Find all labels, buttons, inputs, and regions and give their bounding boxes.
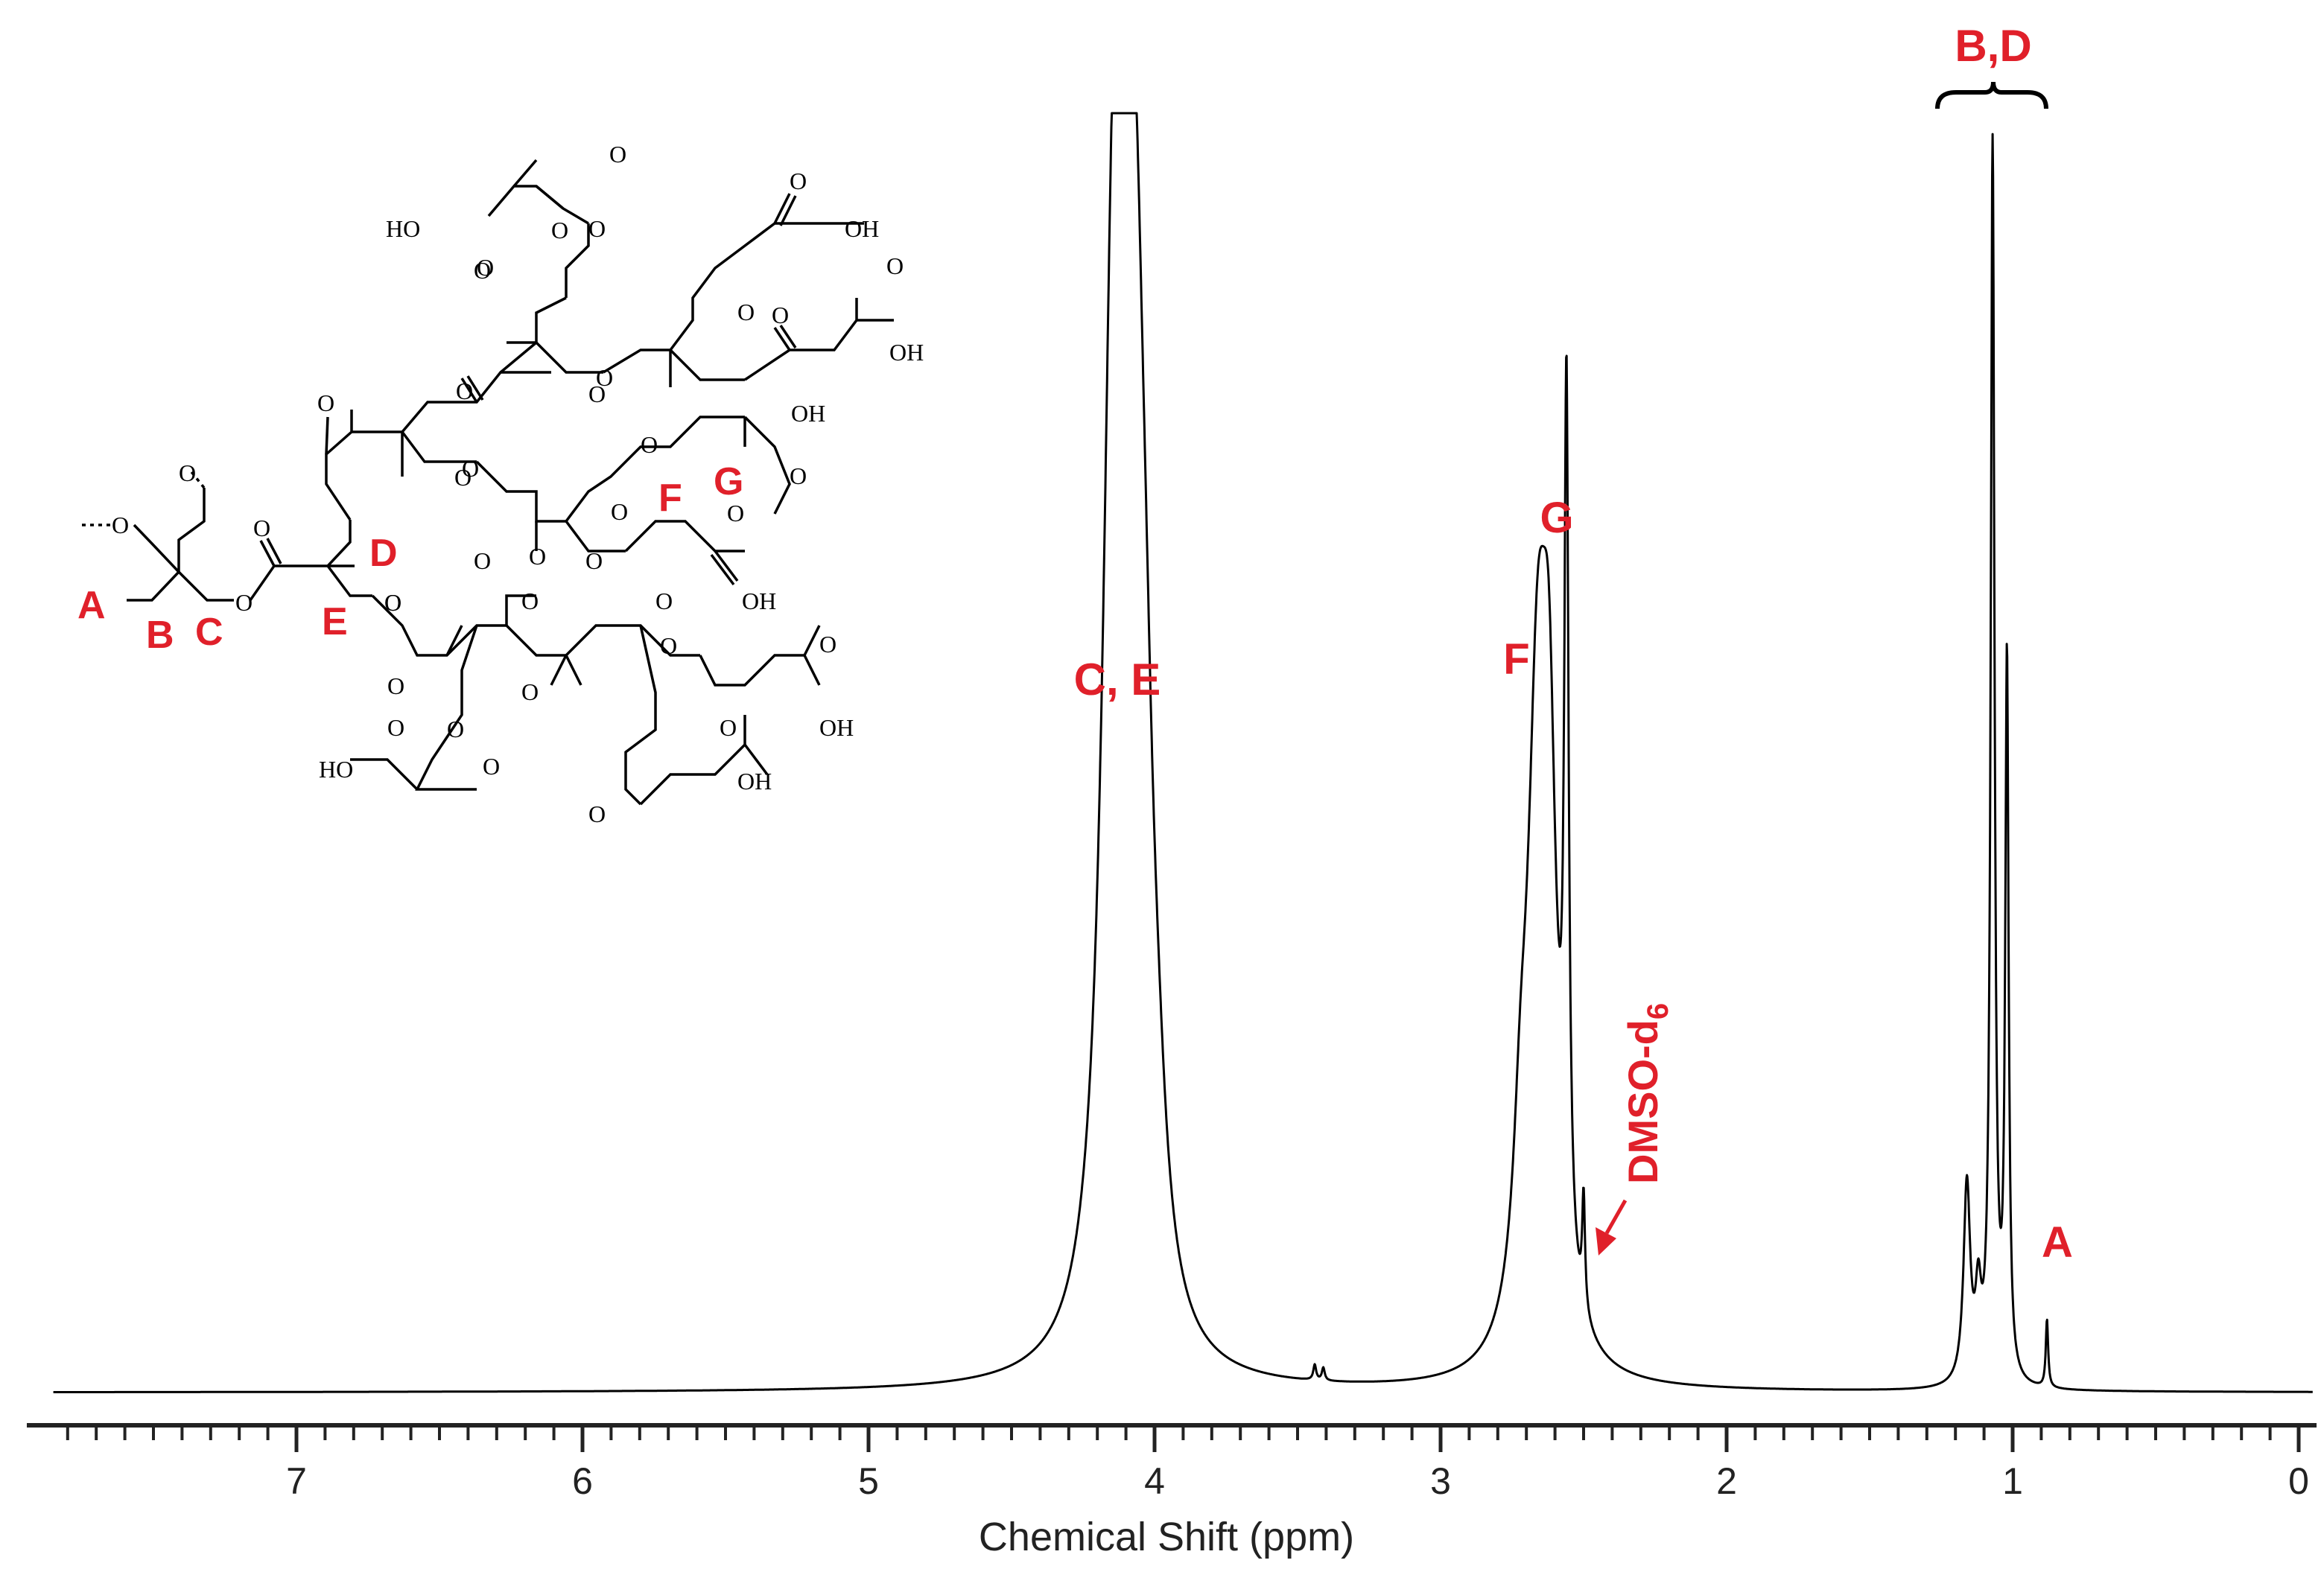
x-tick-label: 6 [572, 1460, 593, 1502]
atom-label: O [235, 589, 253, 616]
structure-position-labels: A B C D E F G [77, 460, 743, 657]
annotation-a: A [2042, 1218, 2073, 1267]
atom-label: O [317, 389, 334, 416]
atom-label: OH [889, 339, 924, 366]
x-tick-label: 2 [1716, 1460, 1737, 1502]
structure-label-b: B [146, 614, 174, 657]
atom-label: O [474, 547, 491, 574]
atom-label: O [727, 500, 744, 526]
dmso-arrow-shaft [1604, 1199, 1628, 1235]
atom-label: O [790, 168, 807, 194]
atom-label: O [112, 512, 129, 538]
annotation-c-e: C, E [1074, 655, 1161, 704]
atom-label: O [521, 678, 539, 705]
atom-label: O [588, 381, 606, 407]
atom-label: O [477, 254, 494, 281]
structure-label-e: E [322, 600, 348, 643]
structure-label-g: G [714, 460, 743, 503]
atom-label: OH [845, 215, 879, 242]
spectrum-trace [52, 112, 2314, 1393]
atom-label: O [611, 498, 628, 525]
atom-label: O [462, 455, 479, 482]
atom-label: O [521, 588, 539, 614]
atom-label: O [387, 672, 404, 699]
structure-label-c: C [195, 611, 223, 654]
atom-label: O [585, 547, 603, 574]
dmso-arrow-head [1596, 1227, 1616, 1255]
x-tick-label: 4 [1144, 1460, 1165, 1502]
bracket-b-d [1935, 81, 2048, 109]
atom-label: O [655, 588, 673, 614]
atom-label: O [253, 515, 270, 541]
atom-label: OH [819, 714, 854, 741]
annotation-b-d: B,D [1955, 21, 2031, 71]
atom-label: O [447, 716, 464, 742]
chemical-structure [77, 159, 894, 806]
atom-label: O [387, 714, 404, 741]
atom-label: O [596, 364, 613, 391]
structure-label-d: D [369, 532, 398, 575]
atom-label: O [886, 252, 904, 279]
atom-label: O [474, 257, 491, 284]
atom-label: O [551, 217, 568, 244]
atom-label: O [588, 801, 606, 827]
x-tick-labels: 7 6 5 4 3 2 1 0 [286, 1460, 2309, 1502]
atom-label: O [179, 459, 196, 486]
atom-label: HO [386, 215, 420, 242]
atom-label: HO [319, 756, 353, 783]
atom-label: O [456, 378, 473, 404]
structure-atom-labels: O O O O O O O O O O O O HO O O OH O O O … [112, 141, 924, 827]
atom-label: OH [742, 588, 776, 614]
atom-label: O [588, 215, 606, 242]
atom-label: O [384, 589, 401, 616]
x-tick-label: 1 [2002, 1460, 2023, 1502]
atom-label: OH [791, 400, 825, 427]
atom-label: O [641, 431, 658, 458]
atom-label: O [772, 302, 789, 328]
x-tick-label: 3 [1430, 1460, 1451, 1502]
atom-label: OH [737, 768, 772, 795]
x-axis-title: Chemical Shift (ppm) [979, 1515, 1354, 1559]
structure-label-f: F [658, 477, 682, 520]
structure-label-a: A [77, 584, 106, 627]
peak-annotations: C, E F G DMSO-d6 B,D A [1074, 21, 2073, 1267]
x-tick-label: 0 [2288, 1460, 2309, 1502]
x-axis: 7 6 5 4 3 2 1 0 Chemical Shift (ppm) [27, 1423, 2317, 1559]
x-tick-label: 7 [286, 1460, 307, 1502]
atom-label: O [819, 631, 836, 658]
atom-label: O [660, 632, 677, 659]
atom-label: O [737, 299, 755, 325]
atom-label: O [483, 753, 500, 780]
atom-label: O [384, 589, 401, 616]
svg-text:DMSO-d6: DMSO-d6 [1619, 1003, 1674, 1184]
x-axis-ticks [66, 1425, 2301, 1452]
annotation-dmso-subscript: 6 [1642, 1003, 1674, 1019]
atom-label: O [720, 714, 737, 741]
annotation-dmso-text: DMSO-d [1619, 1019, 1666, 1184]
atom-label: O [609, 141, 626, 168]
annotation-dmso: DMSO-d6 [1619, 1003, 1674, 1184]
atom-label: O [454, 464, 472, 491]
annotation-g: G [1540, 494, 1573, 542]
atom-label: O [790, 462, 807, 489]
annotation-f: F [1503, 635, 1529, 684]
atom-label: O [529, 543, 546, 570]
x-tick-label: 5 [858, 1460, 879, 1502]
